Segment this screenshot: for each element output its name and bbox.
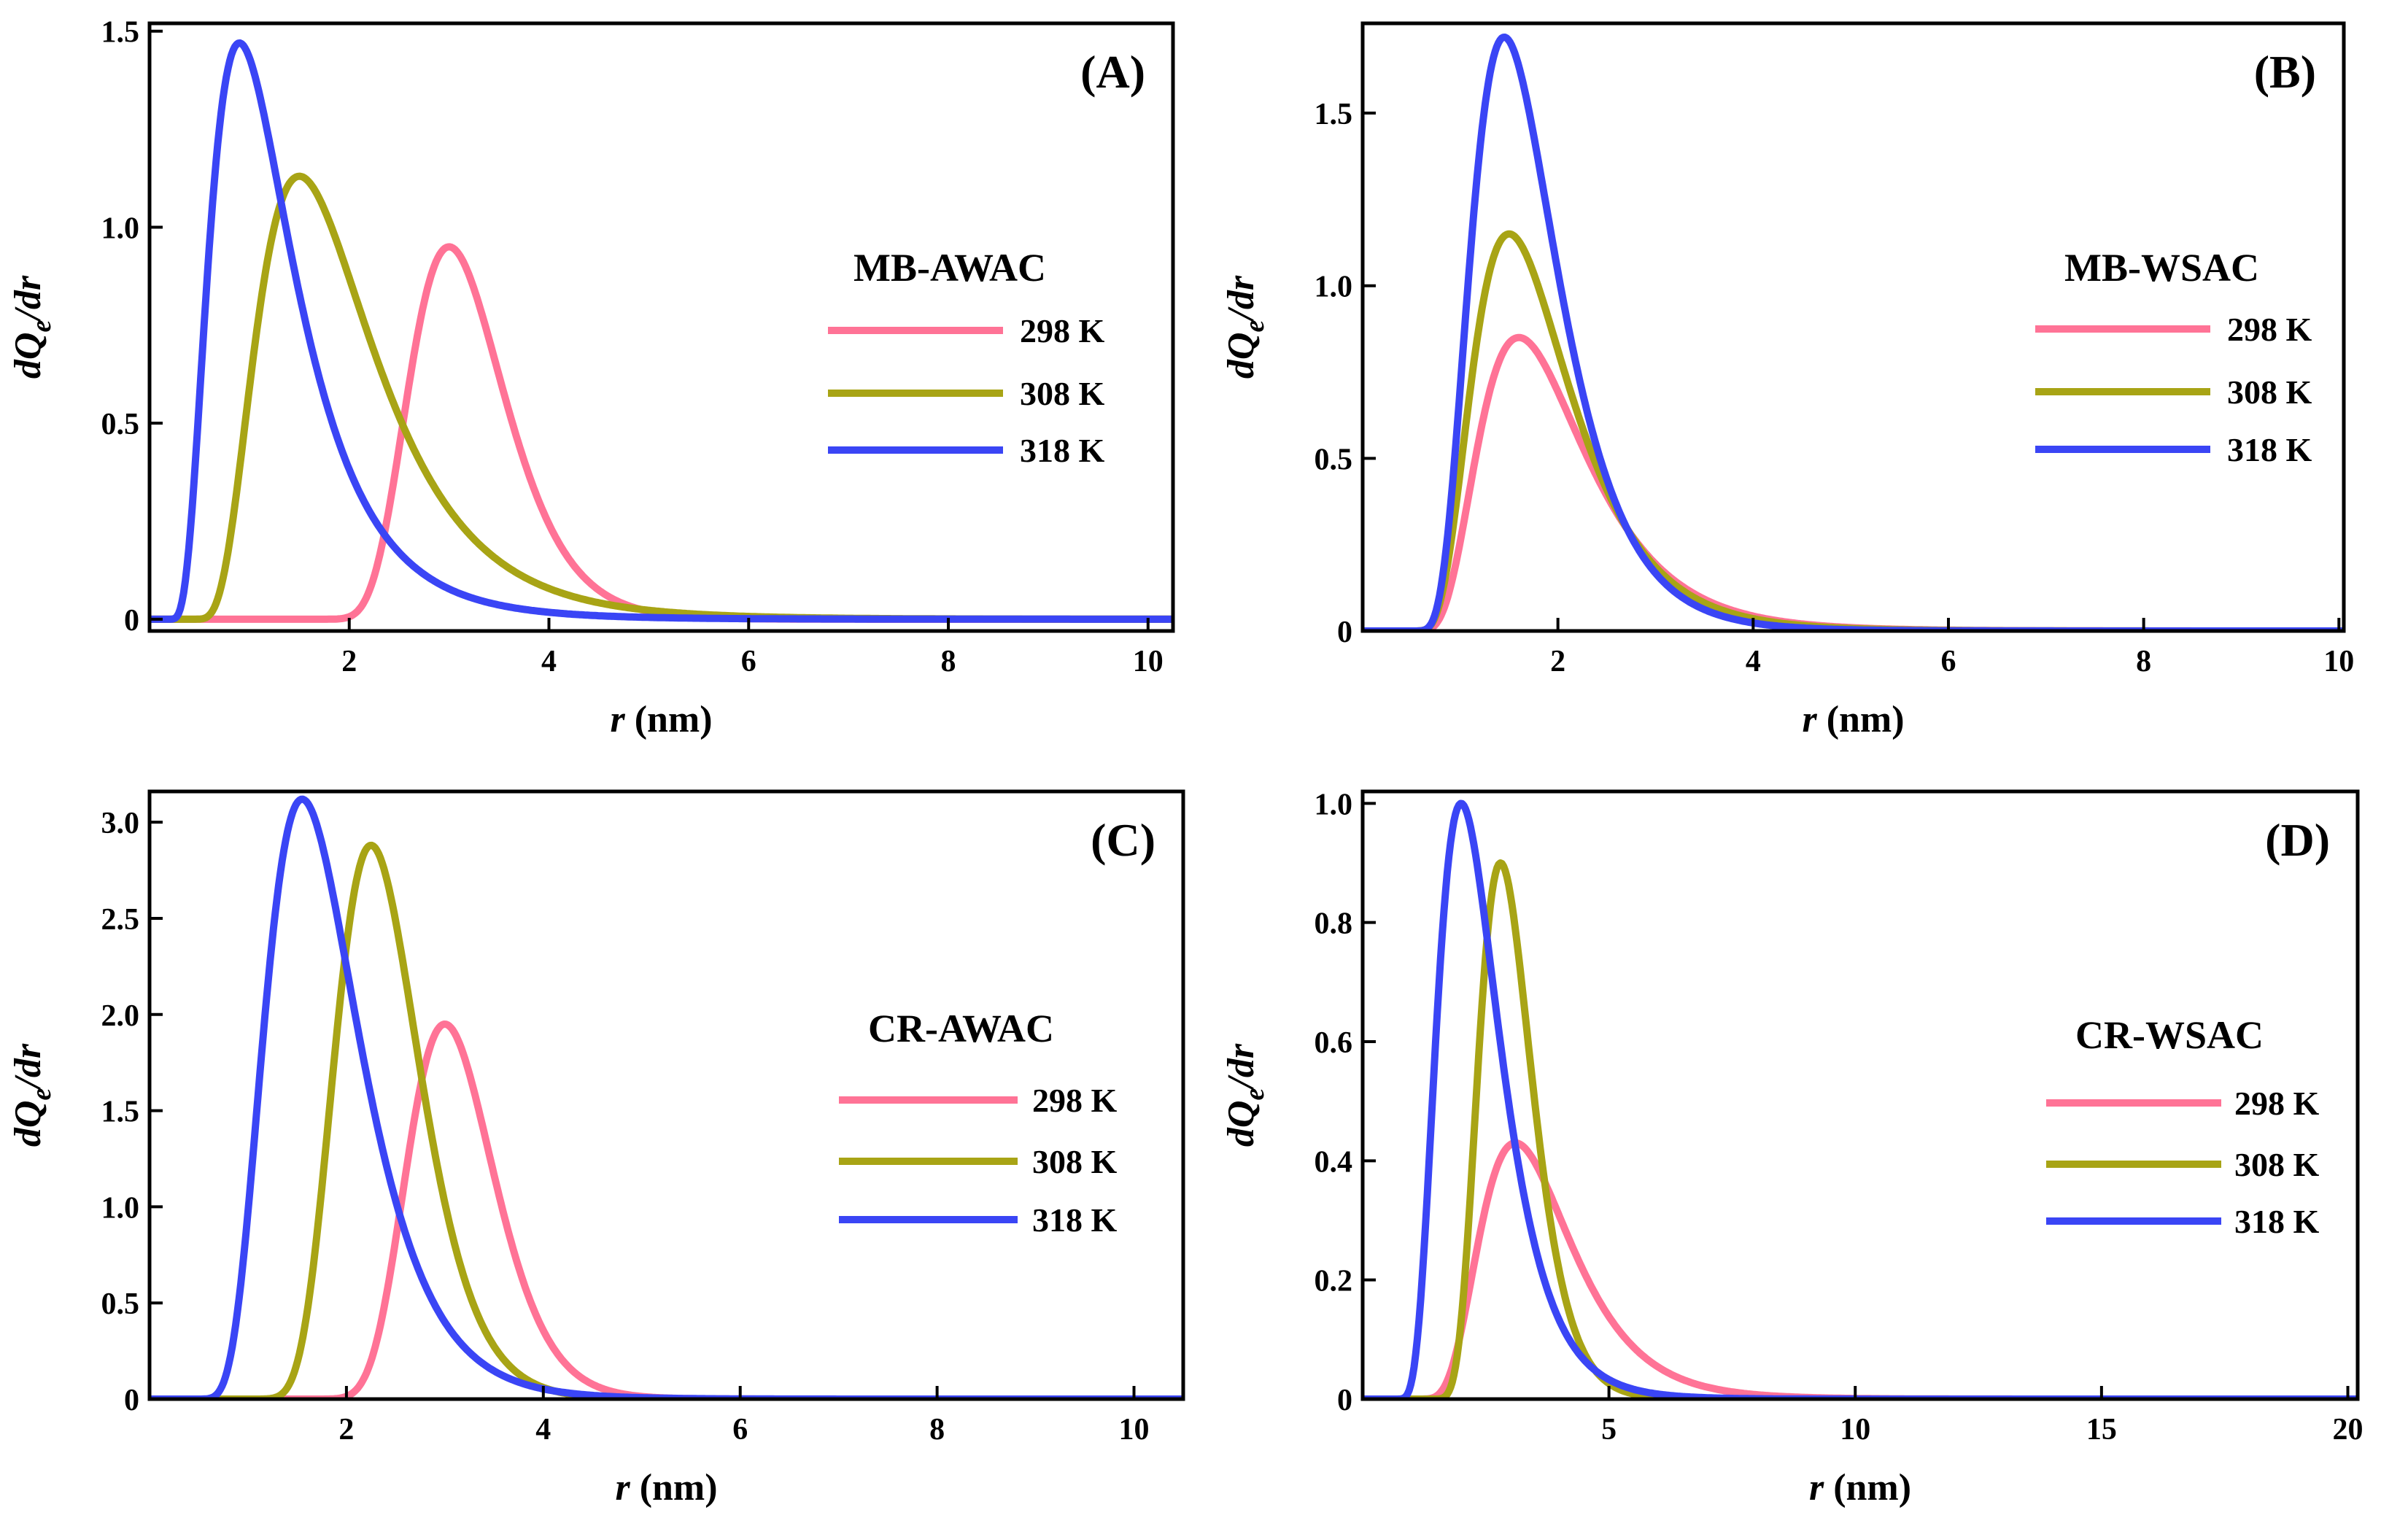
legend-entry-label: 298 K [1032, 1082, 1118, 1119]
series-line-318-k [150, 39, 1173, 623]
x-tick-label: 8 [929, 1413, 945, 1446]
x-tick-label: 5 [1601, 1413, 1617, 1446]
legend-entry-label: 318 K [1020, 432, 1105, 469]
series-line-298-k [1363, 333, 2344, 631]
legend-entry-label: 318 K [2234, 1203, 2320, 1240]
y-axis-label: dQe/dr [1220, 1043, 1270, 1147]
y-tick-label: 2.5 [101, 903, 140, 937]
plot-frame [1360, 789, 2360, 1401]
series-line-308-k [1363, 859, 2358, 1399]
series-line-298-k [1363, 1139, 2358, 1399]
legend-title: MB-AWAC [853, 246, 1046, 290]
x-tick-label: 10 [1133, 645, 1164, 678]
legend-entry-label: 318 K [1032, 1201, 1118, 1239]
y-axis-label: dQe/dr [7, 275, 57, 379]
series-line-318-k [1363, 34, 2344, 631]
legend-entry-label: 298 K [2234, 1085, 2320, 1122]
legend: MB-AWAC 298 K 308 K 318 K [828, 246, 1105, 469]
x-tick-label: 8 [941, 645, 956, 678]
chart-panel-c: 2 4 6 8 10 0 0.5 1.0 1.5 2.0 2.5 3.0 (C) r (nm) dQe/dr… [7, 789, 1185, 1508]
x-axis-label: r (nm) [1809, 1467, 1911, 1508]
y-axis-label: dQe/dr [1220, 275, 1270, 379]
x-tick-label: 2 [338, 1413, 354, 1446]
x-tick-label: 2 [341, 645, 357, 678]
y-tick-label: 0 [1337, 1384, 1352, 1417]
chart-panel-d: 5 10 15 20 0 0.2 0.4 0.6 0.8 1.0 (D) r (nm) dQe/dr CR… [1220, 788, 2363, 1508]
legend-entry-label: 308 K [1032, 1143, 1118, 1180]
x-tick-label: 6 [1940, 645, 1956, 678]
chart-panel-b: 2 4 6 8 10 0 0.5 1.0 1.5 (B) r (nm) dQe/dr MB-WSAC 29… [1220, 21, 2354, 740]
panel-label: (A) [1080, 46, 1145, 98]
y-tick-label: 1.0 [1315, 788, 1353, 821]
y-tick-label: 1.5 [101, 16, 140, 50]
panel-label: (B) [2254, 46, 2316, 98]
plot-frame [147, 21, 1175, 633]
legend-entry-label: 308 K [1020, 375, 1105, 412]
legend-entry-label: 298 K [2227, 311, 2312, 348]
y-tick-label: 0.8 [1315, 907, 1353, 941]
panel-label: (C) [1091, 814, 1155, 866]
y-tick-label: 1.0 [101, 212, 140, 245]
x-axis-label: r (nm) [615, 1467, 717, 1508]
legend: CR-AWAC 298 K 308 K 318 K [839, 1007, 1118, 1239]
x-tick-label: 10 [1119, 1413, 1150, 1446]
legend-entry-label: 298 K [1020, 312, 1105, 349]
y-tick-label: 1.5 [1315, 98, 1353, 131]
legend: MB-WSAC 298 K 308 K 318 K [2035, 246, 2312, 468]
y-tick-label: 0.6 [1315, 1026, 1353, 1060]
x-tick-label: 10 [2323, 645, 2354, 678]
legend-entry-label: 308 K [2227, 373, 2312, 411]
legend-entry-label: 318 K [2227, 431, 2312, 468]
y-tick-label: 0 [124, 604, 139, 638]
x-tick-label: 15 [2086, 1413, 2117, 1446]
y-tick-label: 1.0 [1315, 271, 1353, 304]
y-tick-label: 1.0 [101, 1191, 140, 1225]
x-tick-label: 6 [732, 1413, 748, 1446]
y-tick-label: 1.5 [101, 1096, 140, 1129]
y-tick-label: 0.5 [1315, 443, 1353, 476]
x-axis-label: r (nm) [1802, 699, 1904, 740]
panel-label: (D) [2265, 814, 2330, 866]
series-line-308-k [1363, 230, 2344, 631]
y-tick-label: 2.0 [101, 999, 140, 1033]
plot-frame [1360, 21, 2346, 633]
y-tick-label: 3.0 [101, 807, 140, 840]
y-axis-label: dQe/dr [7, 1043, 57, 1147]
x-tick-label: 4 [1746, 645, 1761, 678]
chart-panel-a: 2 4 6 8 10 0 0.5 1.0 1.5 (A) r (nm) dQe/dr MB-AWAC 29… [7, 16, 1175, 740]
series-line-318-k [1363, 799, 2358, 1399]
x-tick-label: 10 [1840, 1413, 1870, 1446]
x-tick-label: 6 [741, 645, 756, 678]
x-axis-label: r (nm) [610, 699, 712, 740]
plot-frame [147, 789, 1185, 1401]
y-tick-label: 0.5 [101, 408, 140, 441]
y-tick-label: 0.2 [1315, 1265, 1353, 1298]
legend-title: CR-AWAC [868, 1007, 1054, 1050]
y-tick-label: 0 [124, 1384, 139, 1417]
series-line-308-k [150, 841, 1183, 1399]
legend-title: MB-WSAC [2064, 246, 2259, 290]
y-tick-label: 0 [1337, 616, 1352, 649]
legend: CR-WSAC 298 K 308 K 318 K [2046, 1013, 2320, 1240]
x-tick-label: 2 [1550, 645, 1565, 678]
y-tick-label: 0.5 [101, 1287, 140, 1321]
x-tick-label: 8 [2136, 645, 2151, 678]
x-tick-label: 4 [541, 645, 557, 678]
legend-title: CR-WSAC [2075, 1013, 2264, 1057]
legend-entry-label: 308 K [2234, 1146, 2320, 1183]
x-tick-label: 20 [2332, 1413, 2363, 1446]
y-tick-label: 0.4 [1315, 1145, 1353, 1179]
x-tick-label: 4 [535, 1413, 551, 1446]
